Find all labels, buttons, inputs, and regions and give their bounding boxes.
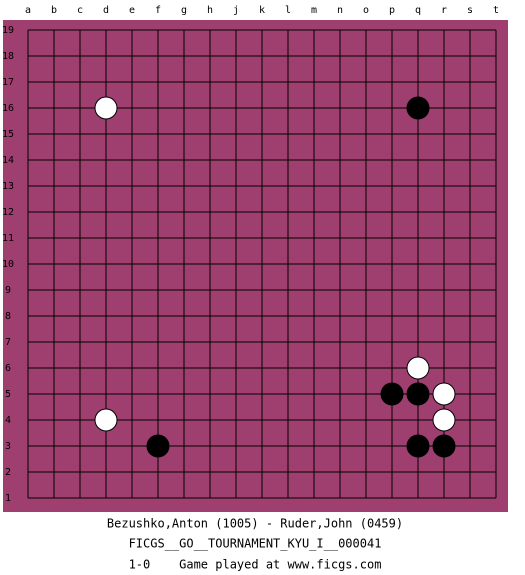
column-label: o [363, 5, 369, 16]
black-stone [432, 434, 456, 458]
row-label: 19 [2, 25, 14, 36]
column-label: j [233, 5, 239, 16]
column-label: f [155, 5, 161, 16]
row-label: 14 [2, 155, 14, 166]
white-stone [432, 408, 456, 432]
row-label: 5 [5, 389, 11, 400]
column-label: g [181, 5, 187, 16]
black-stone [380, 382, 404, 406]
column-label: p [389, 5, 395, 16]
column-label: k [259, 5, 265, 16]
row-label: 13 [2, 181, 14, 192]
column-label: d [103, 5, 109, 16]
tournament: FICGS__GO__TOURNAMENT_KYU_I__000041 [129, 537, 382, 551]
column-label: a [25, 5, 31, 16]
row-label: 3 [5, 441, 11, 452]
white-stone [94, 408, 118, 432]
white-stone [94, 96, 118, 120]
column-label: m [311, 5, 317, 16]
coordinate-labels: a b c d e f g h j k l m n o p q r s t191817161514131211109… [2, 5, 499, 504]
column-label: q [415, 5, 421, 16]
white-stone [432, 382, 456, 406]
row-label: 4 [5, 415, 11, 426]
column-label: b [51, 5, 57, 16]
row-label: 12 [2, 207, 14, 218]
row-label: 17 [2, 77, 14, 88]
row-label: 1 [5, 493, 11, 504]
row-label: 7 [5, 337, 11, 348]
row-label: 11 [2, 233, 14, 244]
column-label: n [337, 5, 343, 16]
row-label: 8 [5, 311, 11, 322]
stones [94, 96, 456, 458]
black-stone [406, 96, 430, 120]
result: 1-0 Game played at www.ficgs.com [129, 558, 382, 572]
row-label: 2 [5, 467, 11, 478]
row-label: 9 [5, 285, 11, 296]
column-label: r [441, 5, 447, 16]
row-label: 15 [2, 129, 14, 140]
black-stone [406, 434, 430, 458]
black-stone [146, 434, 170, 458]
column-label: l [285, 5, 291, 16]
column-label: c [77, 5, 83, 16]
white-stone [406, 356, 430, 380]
column-label: t [493, 5, 499, 16]
column-label: e [129, 5, 135, 16]
column-label: s [467, 5, 473, 16]
column-label: h [207, 5, 213, 16]
row-label: 10 [2, 259, 14, 270]
players: Bezushko,Anton (1005) - Ruder,John (0459… [107, 517, 403, 531]
row-label: 16 [2, 103, 14, 114]
row-label: 18 [2, 51, 14, 62]
row-label: 6 [5, 363, 11, 374]
black-stone [406, 382, 430, 406]
board-background [3, 20, 508, 512]
